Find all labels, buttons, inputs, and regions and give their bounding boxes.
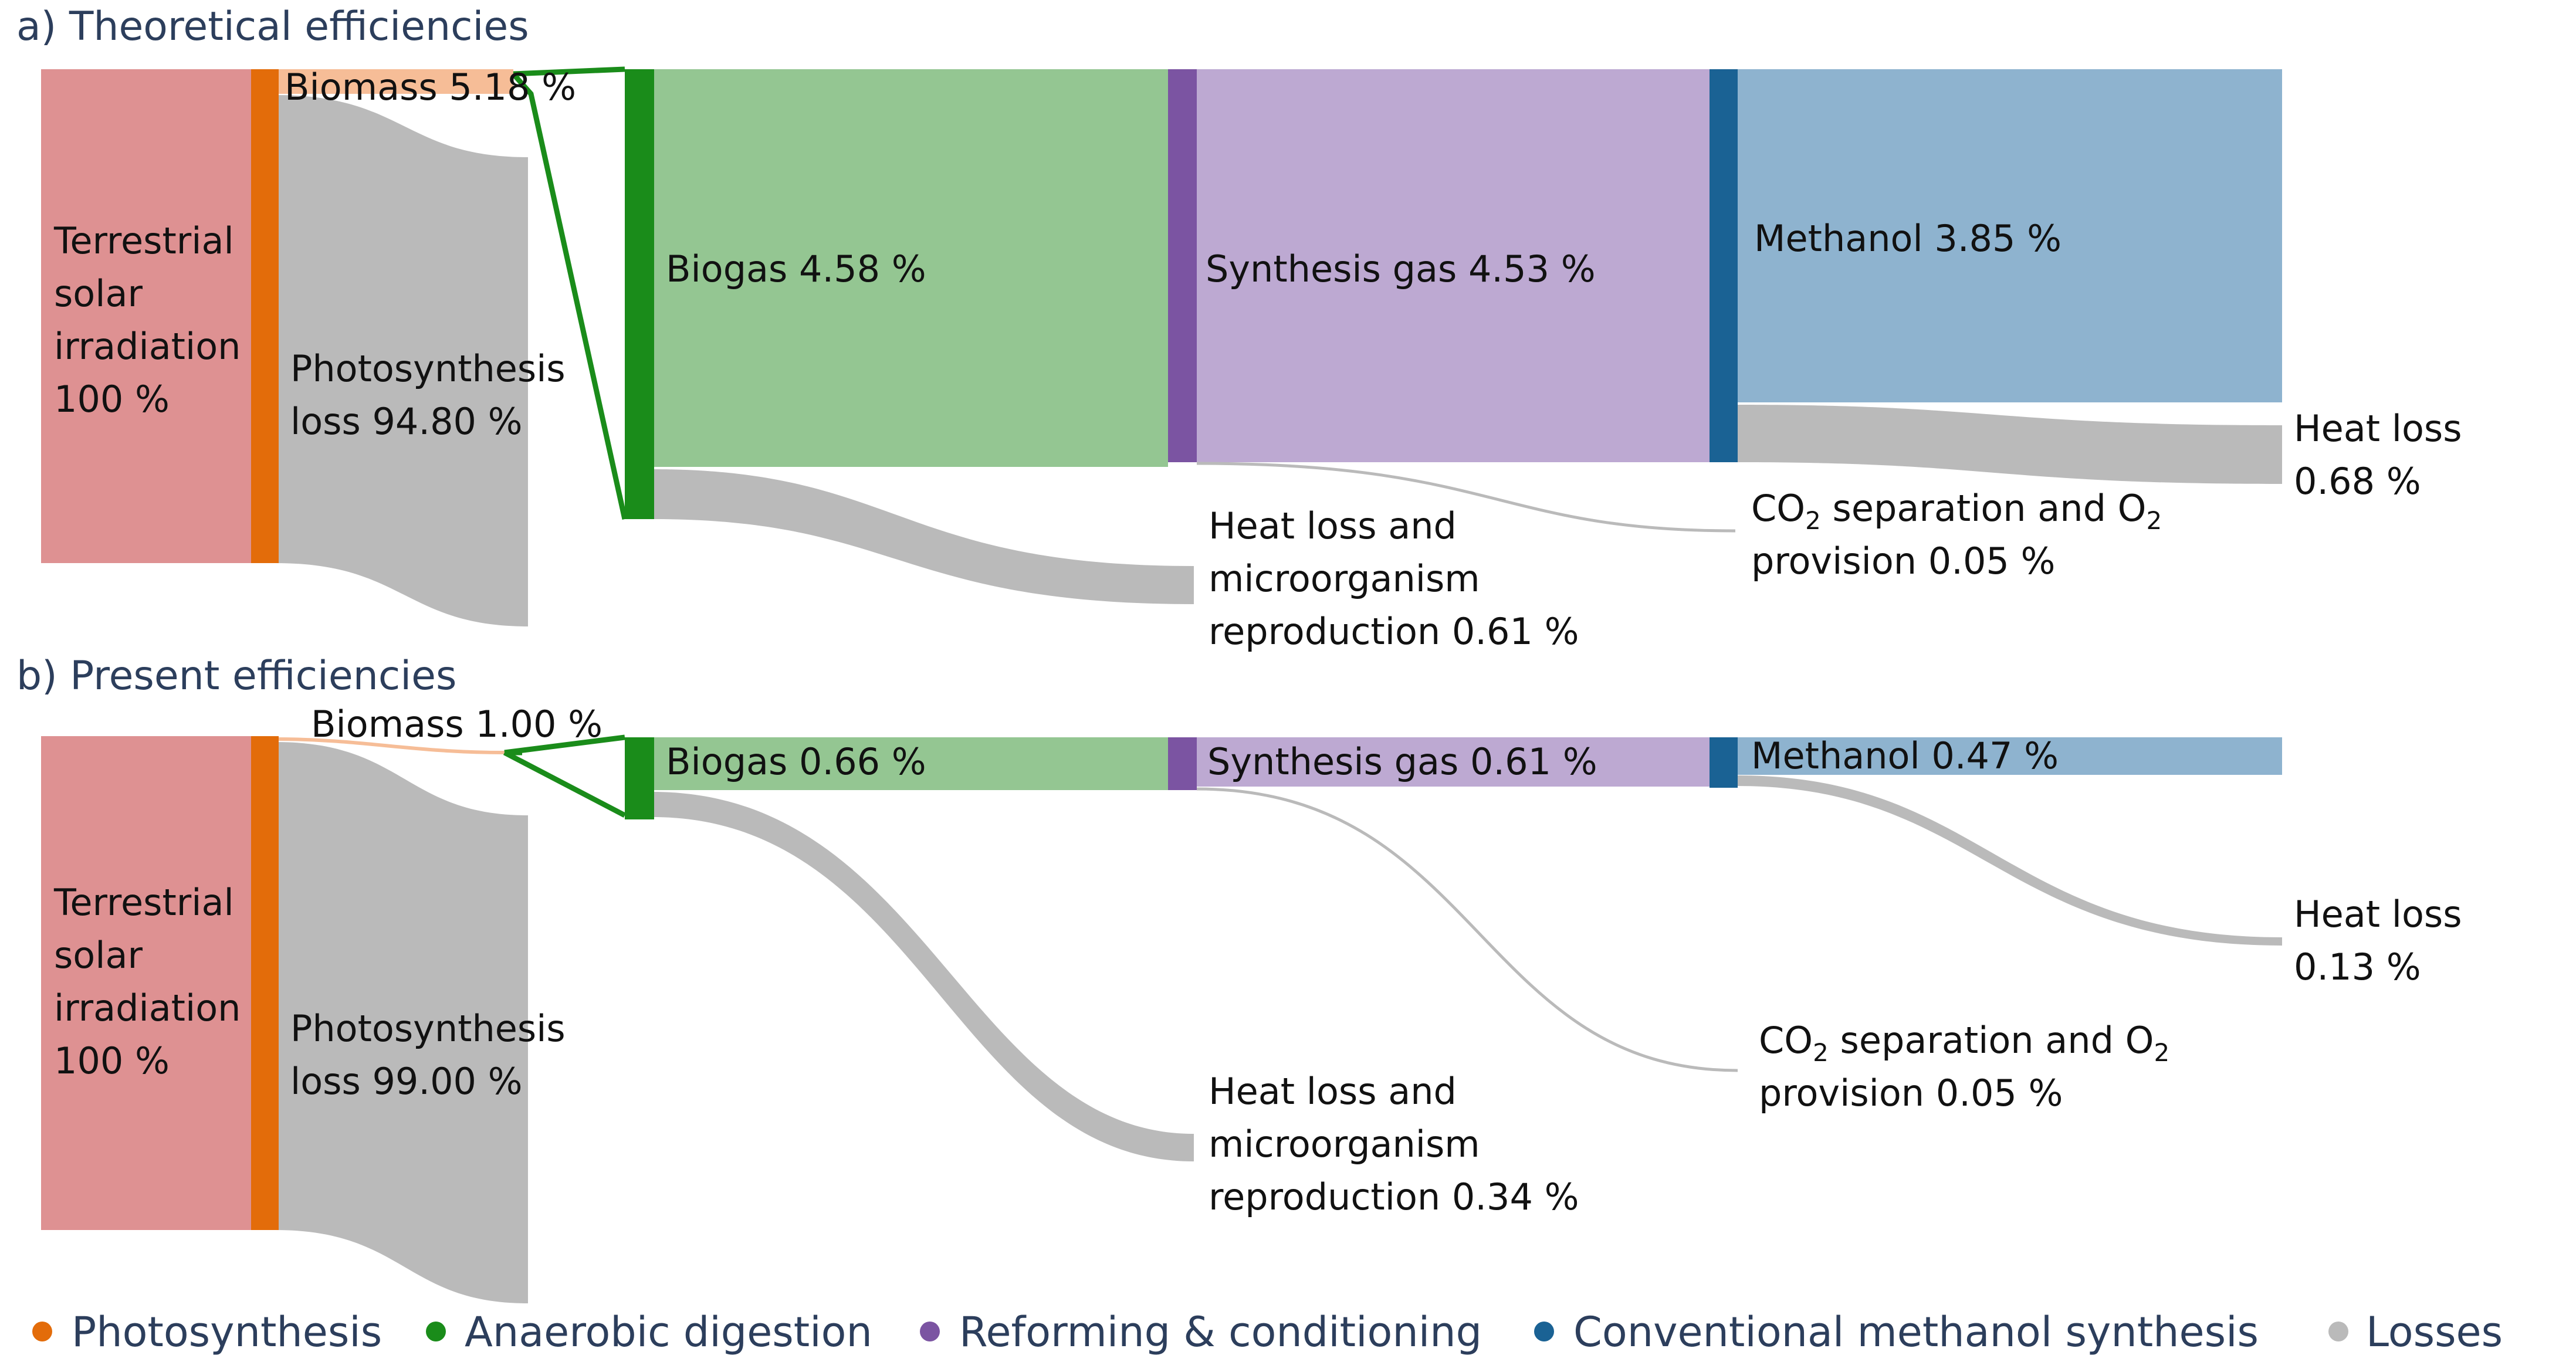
link-photo-loss (276, 95, 528, 626)
biogas-label-b: Biogas 0.66 % (666, 740, 926, 783)
panel-b: b) Present efficiencies Terrestrial sola… (16, 653, 2473, 1303)
link-heat-micro-b (653, 792, 1194, 1161)
node-anaerobic-a (625, 69, 654, 519)
link-biomass-b (275, 737, 505, 754)
methanol-flow-b (1738, 737, 2282, 775)
syngas-flow-a (1197, 69, 1710, 462)
link-biomass-anaerobic (511, 66, 628, 520)
biogas-label-a: Biogas 4.58 % (666, 248, 926, 290)
biogas-flow-b (653, 737, 1168, 790)
heat-loss-label-a: Heat loss 0.68 % (2294, 407, 2473, 503)
link-photo-loss-b (276, 742, 528, 1303)
legend-dot-reforming (920, 1322, 940, 1341)
biogas-flow-a (653, 69, 1168, 467)
photo-loss-label-b: Photosynthesis loss 99.00 % (290, 1007, 577, 1103)
link-heat-micro-a (653, 469, 1194, 604)
legend-label-methanol-synthesis: Conventional methanol synthesis (1573, 1308, 2259, 1356)
biomass-label-a: Biomass 5.18 % (285, 66, 576, 109)
legend: Photosynthesis Anaerobic digestion Refor… (32, 1308, 2503, 1356)
solar-label-a: Terrestrial solar irradiation 100 % (53, 219, 252, 421)
legend-label-losses: Losses (2366, 1308, 2503, 1356)
legend-label-photosynthesis: Photosynthesis (72, 1308, 382, 1356)
co2-label-a: CO2 separation and O2 provision 0.05 % (1751, 487, 2174, 582)
node-solar-a (41, 69, 251, 563)
link-heat-loss-b (1738, 775, 2282, 946)
syngas-label-a: Synthesis gas 4.53 % (1206, 248, 1596, 290)
panel-a-title: a) Theoretical efficiencies (16, 4, 529, 50)
node-anaerobic-b (625, 737, 654, 819)
heat-loss-label-b: Heat loss 0.13 % (2294, 893, 2473, 988)
legend-dot-anaerobic (426, 1322, 446, 1341)
node-methanol-synthesis-b (1710, 737, 1738, 788)
link-biomass (276, 69, 513, 94)
photo-loss-label-a: Photosynthesis loss 94.80 % (290, 347, 577, 443)
heat-micro-label-b: Heat loss and microorganism reproduction… (1209, 1070, 1579, 1218)
legend-label-reforming: Reforming & conditioning (959, 1308, 1482, 1356)
node-methanol-synthesis-a (1710, 69, 1738, 462)
node-reforming-a (1168, 69, 1197, 462)
legend-dot-methanol-synthesis (1534, 1322, 1554, 1341)
methanol-label-a: Methanol 3.85 % (1754, 217, 2062, 260)
link-biomass-anaerobic-b (503, 734, 627, 818)
legend-label-anaerobic: Anaerobic digestion (465, 1308, 872, 1356)
link-co2-a (1196, 462, 1736, 533)
biomass-label-b: Biomass 1.00 % (311, 703, 602, 746)
syngas-label-b: Synthesis gas 0.61 % (1207, 740, 1597, 783)
methanol-flow-a (1738, 69, 2282, 402)
link-co2-b (1196, 787, 1738, 1072)
node-solar-b (41, 736, 251, 1230)
solar-label-b: Terrestrial solar irradiation 100 % (53, 881, 252, 1082)
node-photosynthesis-b (251, 736, 279, 1230)
co2-label-b: CO2 separation and O2 provision 0.05 % (1759, 1019, 2181, 1114)
node-photosynthesis-a (251, 69, 279, 563)
methanol-label-b: Methanol 0.47 % (1751, 734, 2059, 777)
legend-dot-losses (2328, 1322, 2348, 1341)
syngas-flow-b (1197, 737, 1710, 787)
legend-dot-photosynthesis (32, 1322, 52, 1341)
panel-a: a) Theoretical efficiencies Terrestrial … (16, 4, 2473, 653)
panel-b-title: b) Present efficiencies (16, 653, 456, 699)
link-heat-loss-a (1738, 405, 2282, 484)
node-reforming-b (1168, 737, 1197, 790)
heat-micro-label-a: Heat loss and microorganism reproduction… (1209, 504, 1579, 653)
